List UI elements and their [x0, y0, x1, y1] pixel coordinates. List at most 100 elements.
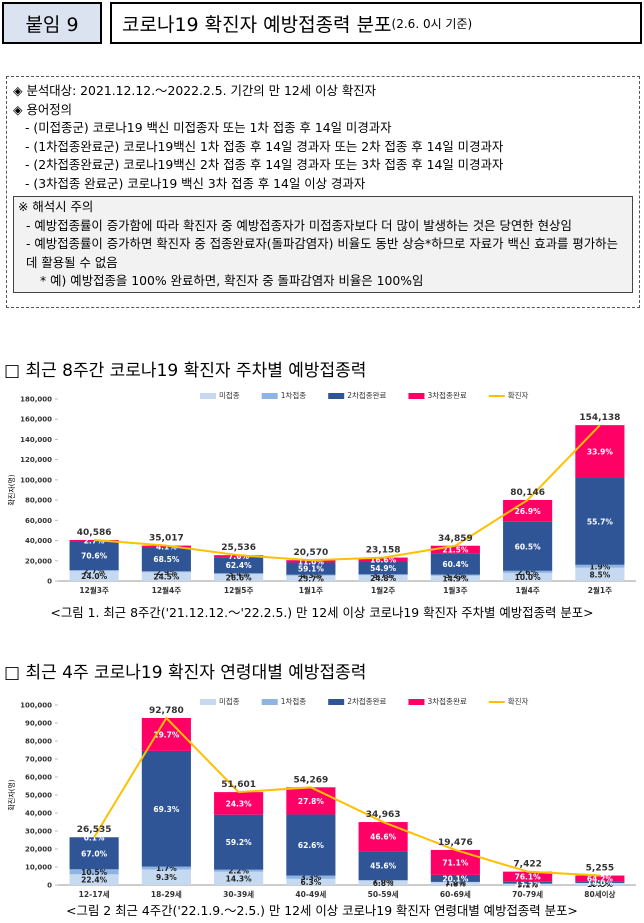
y-tick-label: 120,000: [20, 456, 52, 464]
section-title: □ 최근 8주간 코로나19 확진자 주차별 예방접종력: [4, 361, 367, 381]
caution-title: ※ 해석시 주의: [18, 199, 94, 214]
legend-swatch: [328, 699, 345, 705]
bar-segment: [141, 547, 191, 572]
bar-segment: [69, 541, 119, 571]
bar-segment: [575, 425, 625, 478]
y-tick-label: 50,000: [25, 792, 52, 800]
bar-segment: [69, 869, 119, 875]
x-tick-label: 30-39세: [223, 889, 254, 899]
segment-label: 21.5%: [442, 546, 469, 555]
bar-segment: [141, 572, 191, 581]
bar-segment: [69, 837, 119, 870]
bar-segment: [575, 477, 625, 565]
bar-segment: [214, 557, 264, 574]
segment-label: 3.4%: [228, 570, 249, 579]
legend-swatch: [261, 393, 278, 399]
y-tick-label: 30,000: [25, 828, 52, 836]
x-tick-label: 1월2주: [371, 585, 395, 595]
bar-segment: [214, 792, 264, 815]
total-label: 19,476: [438, 838, 473, 848]
x-tick-label: 40-49세: [295, 889, 326, 899]
segment-label: 4.3%: [300, 571, 321, 580]
bar-segment: [214, 573, 264, 575]
legend-label: 확진자: [508, 696, 529, 706]
x-tick-label: 18-29세: [151, 889, 182, 899]
legend-swatch: [408, 699, 425, 705]
total-label: 20,570: [294, 548, 329, 558]
segment-label: 24.5%: [153, 573, 180, 582]
segment-label: 2.6%: [517, 568, 538, 577]
bar-segment: [503, 883, 553, 885]
bar-segment: [358, 561, 408, 575]
bar-segment: [286, 574, 336, 576]
segment-label: 62.4%: [226, 561, 253, 570]
y-tick-label: 100,000: [20, 702, 52, 710]
bar-segment: [430, 553, 480, 575]
bar-segment: [358, 880, 408, 885]
segment-label: 1.7%: [156, 864, 177, 873]
total-label: 26,535: [77, 825, 112, 835]
segment-label: 2.7%: [84, 567, 105, 576]
bar-segment: [575, 567, 625, 581]
x-tick-label: 2월1주: [588, 585, 612, 595]
segment-label: 6.3%: [300, 878, 321, 887]
y-tick-label: 70,000: [25, 756, 52, 764]
total-label: 34,859: [438, 534, 473, 544]
segment-label: 1.0%: [373, 876, 394, 885]
segment-label: 60.4%: [442, 560, 469, 569]
segment-label: 1.9%: [589, 562, 610, 571]
y-tick-label: 80,000: [25, 497, 52, 505]
bar-segment: [141, 866, 191, 870]
legend-label: 2차접종완료: [347, 697, 386, 706]
title-box: 코로나19 확진자 예방접종력 분포 (2.6. 0시 기준): [110, 2, 642, 44]
x-tick-label: 80세이상: [584, 889, 615, 899]
x-tick-label: 12월3주: [79, 585, 109, 595]
y-tick-label: 40,000: [25, 537, 52, 545]
segment-label: 24.0%: [81, 572, 108, 581]
bar-segment: [503, 570, 553, 573]
segment-label: 24.3%: [226, 799, 253, 808]
bar-segment: [286, 787, 336, 815]
segment-label: 2.2%: [228, 867, 249, 876]
y-axis-label: 확진자(명): [7, 474, 16, 505]
bar-segment: [69, 570, 119, 572]
segment-label: 20.1%: [442, 874, 469, 883]
x-tick-label: 50-59세: [368, 889, 399, 899]
bar-segment: [286, 814, 336, 876]
segment-label: 6.8%: [373, 879, 394, 888]
note-line: ◈ 용어정의: [13, 101, 73, 117]
segment-label: 14.9%: [442, 574, 469, 583]
chart: 확진자(명) 0 20,000 40,000 60,000 80,000 100,000 12…: [7, 390, 636, 595]
legend-label: 미접종: [219, 697, 240, 706]
bar-segment: [358, 851, 408, 881]
segment-label: 7.6%: [228, 552, 249, 561]
total-line: [93, 716, 600, 877]
caution-box: ※ 해석시 주의 - 예방접종률이 증가함에 따라 확진자 중 예방접종자가 미…: [13, 196, 633, 293]
segment-label: 71.1%: [442, 858, 469, 867]
y-tick-label: 160,000: [20, 416, 52, 424]
segment-label: 22.4%: [81, 876, 108, 885]
legend-label: 확진자: [508, 390, 529, 400]
segment-label: 19.7%: [153, 730, 180, 739]
segment-label: 0.1%: [84, 833, 105, 842]
bar-segment: [575, 881, 625, 883]
segment-label: 7.8%: [445, 880, 466, 889]
bar-segment: [286, 562, 336, 575]
segment-label: 9.3%: [156, 873, 177, 882]
bar-segment: [286, 878, 336, 885]
y-tick-label: 140,000: [20, 436, 52, 444]
total-label: 40,586: [77, 528, 112, 538]
bar-segment: [214, 871, 264, 885]
bar-segment: [575, 875, 625, 882]
y-tick-label: 180,000: [20, 396, 52, 404]
segment-label: 19.5%: [587, 880, 614, 889]
legend-swatch: [200, 393, 216, 399]
segment-label: 64.2%: [587, 875, 614, 884]
segment-label: 25.7%: [298, 574, 325, 583]
legend-swatch: [408, 393, 425, 399]
x-tick-label: 12월4주: [152, 585, 182, 595]
segment-label: 1.0%: [445, 878, 466, 887]
y-tick-label: 0: [47, 882, 52, 890]
y-tick-label: 20,000: [25, 846, 52, 854]
caution-footnote: * 예) 예방접종을 100% 완료하면, 확진자 중 돌파감염자 비율은 10…: [40, 273, 424, 288]
